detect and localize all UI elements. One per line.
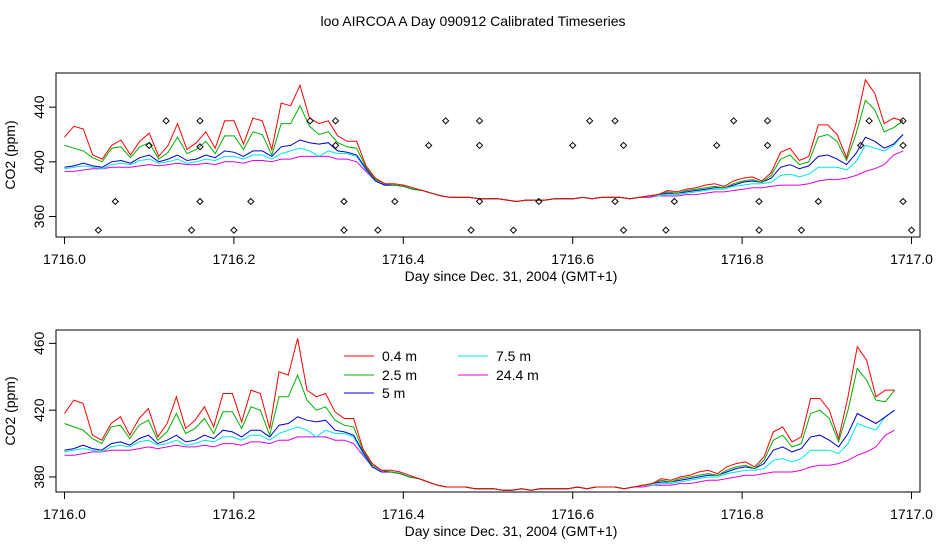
y-tick-label: 400: [31, 150, 47, 174]
scatter-point: [763, 117, 772, 125]
plot-frame: [55, 329, 921, 493]
scatter-point: [467, 226, 475, 234]
scatter-point: [391, 197, 399, 206]
scatter-point: [509, 226, 518, 234]
x-axis-label: Day since Dec. 31, 2004 (GMT+1): [405, 268, 618, 284]
scatter-point: [111, 197, 120, 206]
scatter-point: [94, 226, 103, 234]
scatter-point: [899, 117, 907, 125]
x-tick-label: 1716.2: [212, 506, 255, 522]
scatter-point: [662, 226, 670, 234]
scatter-point: [899, 141, 907, 150]
scatter-point: [763, 141, 772, 150]
y-axis-label: CO2 (ppm): [2, 376, 18, 445]
series-line-0-4-m: [64, 338, 895, 491]
scatter-point: [424, 141, 433, 150]
y-axis-label: CO2 (ppm): [2, 120, 18, 189]
scatter-point: [475, 197, 484, 206]
y-tick-label: 440: [31, 95, 47, 119]
y-tick-label: 380: [31, 465, 47, 489]
scatter-point: [340, 197, 348, 206]
scatter-point: [340, 226, 348, 234]
scatter-point: [230, 226, 238, 234]
scatter-point: [475, 141, 484, 150]
series-line-5-m: [64, 409, 895, 491]
legend-label: 7.5 m: [496, 348, 531, 364]
series-line-7-5-m: [64, 409, 895, 491]
scatter-point: [374, 226, 382, 234]
x-tick-label: 1716.2: [212, 251, 255, 267]
series-line-5-m: [64, 134, 904, 203]
x-tick-label: 1716.4: [382, 506, 425, 522]
legend-label: 2.5 m: [382, 367, 417, 383]
scatter-point: [475, 117, 484, 125]
legend-label: 0.4 m: [382, 348, 417, 364]
x-tick-label: 1716.8: [721, 506, 764, 522]
x-tick-label: 1717.0: [890, 506, 933, 522]
scatter-point: [535, 197, 543, 206]
scatter-point: [331, 117, 340, 125]
legend-label: 5 m: [382, 385, 405, 401]
scatter-point: [907, 226, 916, 234]
chart-panel-1: 1716.0 1716.2 1716.4 1716.6 1716.8 1717.0 360 4…: [2, 72, 933, 284]
y-tick-label: 360: [31, 205, 47, 229]
scatter-point: [856, 141, 865, 150]
plot-frame: [55, 72, 921, 238]
scatter-point: [247, 197, 255, 206]
legend: 0.4 m 2.5 m 5 m 7.5 m 24.4 m: [344, 348, 539, 401]
scatter-point: [306, 117, 314, 125]
x-tick-label: 1716.6: [551, 251, 594, 267]
scatter-point: [814, 197, 823, 206]
x-axis-label: Day since Dec. 31, 2004 (GMT+1): [405, 523, 618, 539]
x-tick-label: 1716.0: [43, 251, 86, 267]
x-tick-label: 1717.0: [890, 251, 933, 267]
scatter-point: [899, 197, 907, 206]
x-tick-label: 1716.6: [551, 506, 594, 522]
scatter-point: [755, 226, 763, 234]
scatter-point: [585, 117, 594, 125]
scatter-point: [196, 117, 204, 125]
scatter-point: [865, 117, 873, 125]
legend-label: 24.4 m: [496, 367, 539, 383]
scatter-point: [196, 143, 204, 151]
y-tick-label: 420: [31, 398, 47, 422]
scatter-point: [712, 141, 721, 150]
x-tick-label: 1716.0: [43, 506, 86, 522]
series-line-2-5-m: [64, 367, 895, 491]
scatter-point: [187, 226, 196, 234]
series-line-0-4-m: [64, 78, 904, 203]
scatter-point: [568, 141, 577, 150]
x-tick-label: 1716.4: [382, 251, 425, 267]
scatter-point: [611, 197, 619, 206]
series-line-2-5-m: [64, 99, 904, 203]
scatter-point: [797, 226, 806, 234]
scatter-point: [441, 117, 450, 125]
chart-title: loo AIRCOA A Day 090912 Calibrated Times…: [320, 13, 625, 29]
x-tick-label: 1716.8: [721, 251, 764, 267]
scatter-point: [619, 141, 628, 150]
chart-panel-2: 1716.0 1716.2 1716.4 1716.6 1716.8 1717.0 380 4…: [2, 329, 933, 539]
scatter-point: [145, 141, 153, 150]
scatter-point: [331, 141, 340, 150]
y-tick-label: 460: [31, 331, 47, 355]
scatter-point: [670, 197, 679, 206]
scatter-point: [196, 197, 204, 206]
scatter-point: [729, 117, 738, 125]
scatter-point: [162, 117, 170, 125]
scatter-point: [619, 226, 628, 234]
series-line-7-5-m: [64, 134, 904, 203]
scatter-point: [755, 197, 763, 206]
scatter-point: [611, 117, 619, 125]
